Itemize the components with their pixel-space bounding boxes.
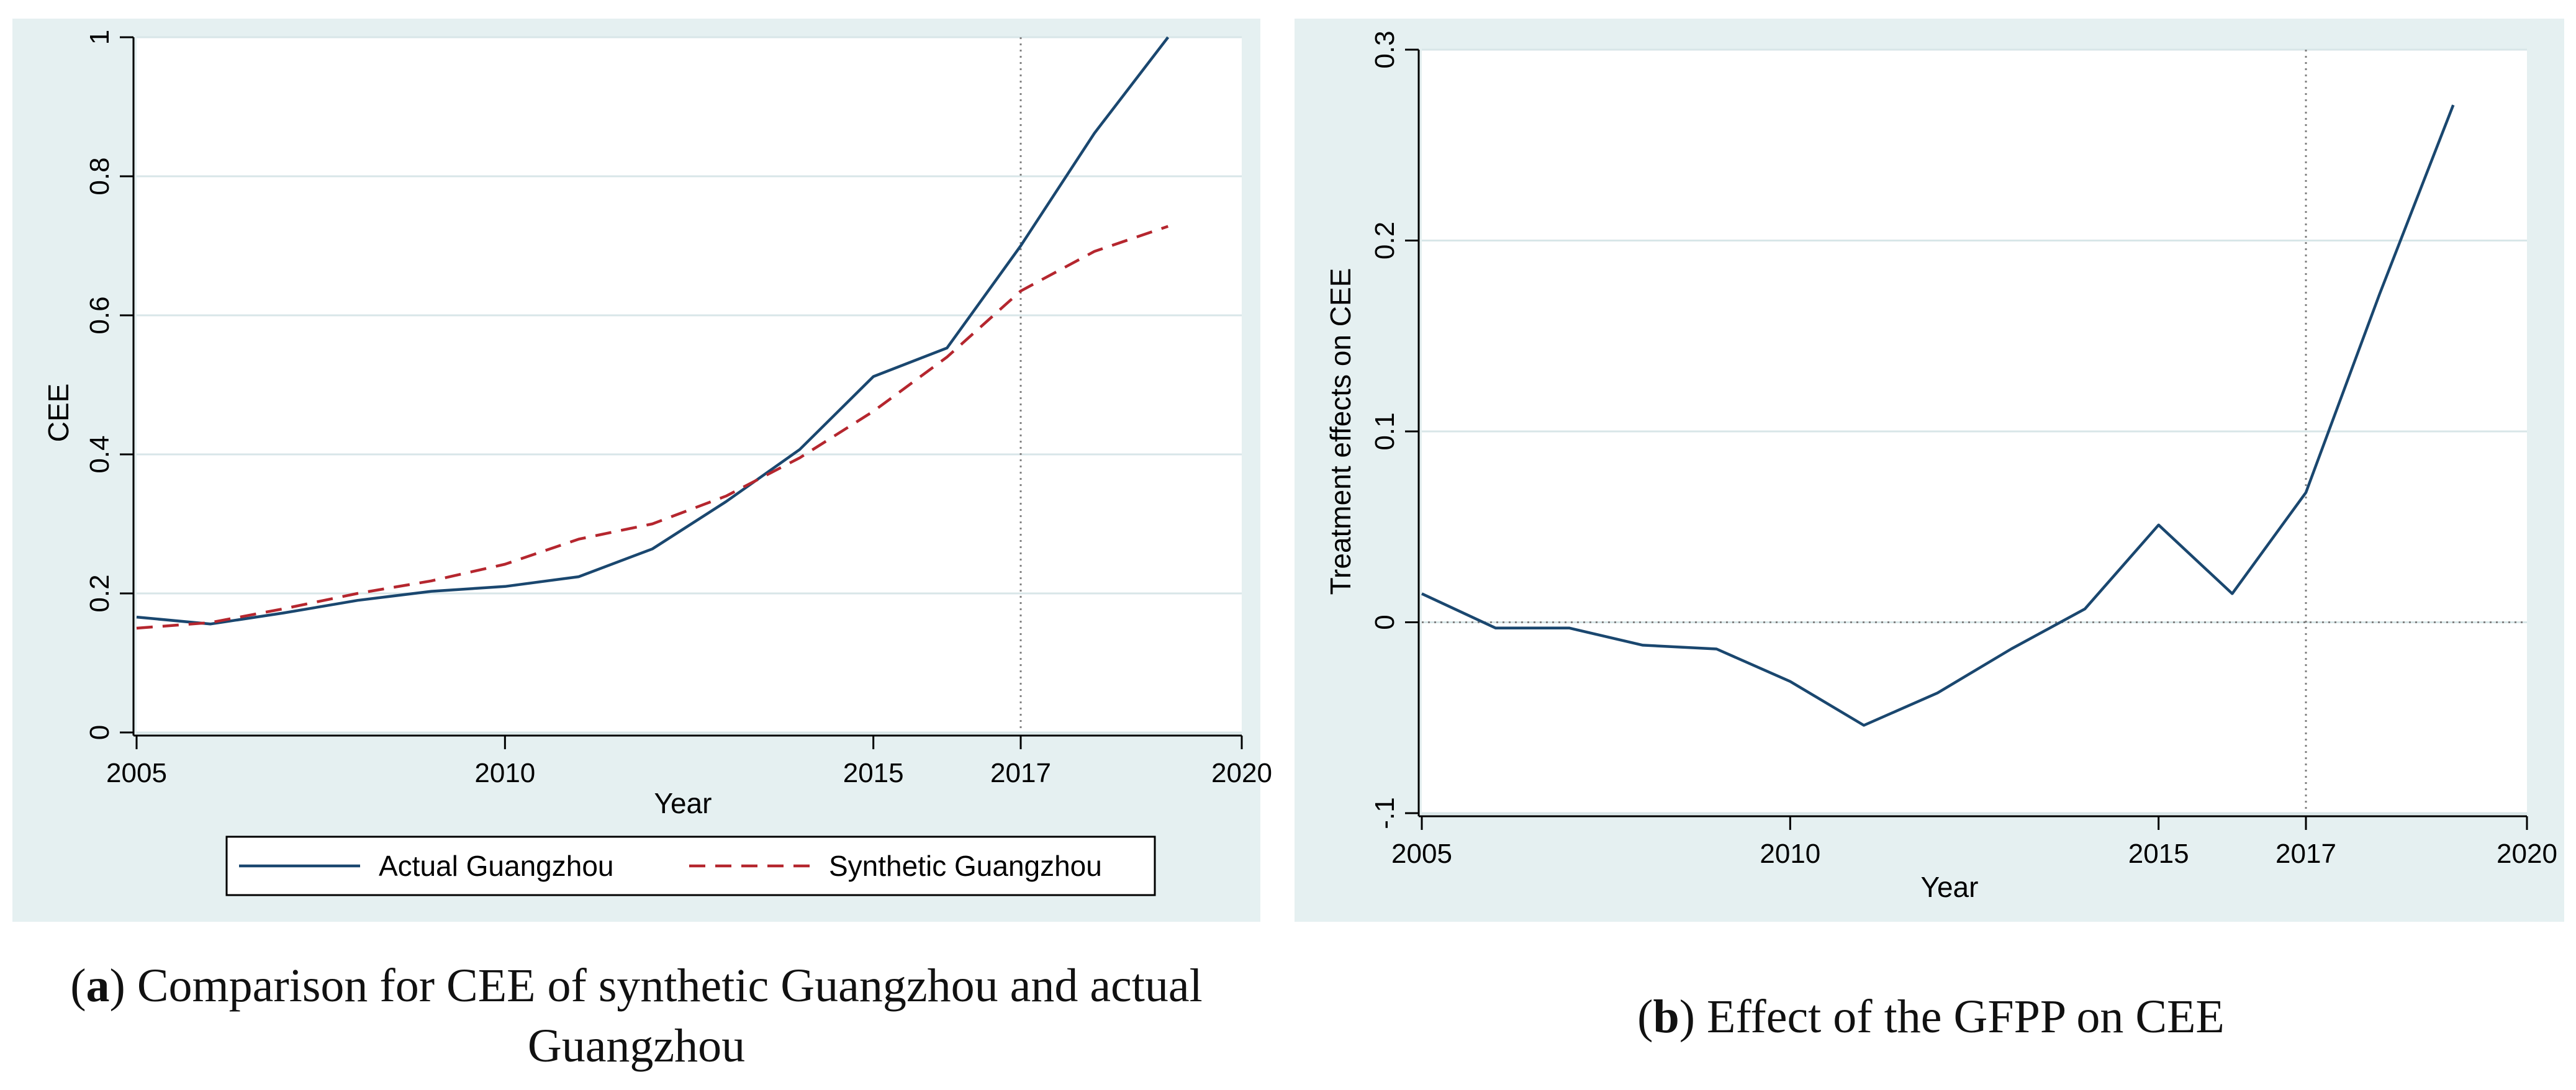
panel-a-x-tick-label-3: 2017 <box>990 758 1051 788</box>
panel-a-y-tick-label-1: 0.2 <box>84 574 115 612</box>
panel-b-series-line-0 <box>1421 104 2455 727</box>
panel-a-y-tick-label-4: 0.8 <box>84 157 115 195</box>
panel-a-y-tick-label-0: 0 <box>84 725 115 740</box>
panel-a-y-tick-label-2: 0.4 <box>84 435 115 473</box>
caption-b-letter: b <box>1653 991 1679 1043</box>
panel-b-y-tick-label-4: 0.3 <box>1370 30 1400 68</box>
panel-a-x-tick-label-2: 2015 <box>843 758 904 788</box>
panel-a-y-tick-label-5: 1 <box>84 30 115 45</box>
panel-b-x-tick-label-2: 2015 <box>2128 839 2189 869</box>
panel-b-y-axis-title: Treatment effects on CEE <box>1324 268 1357 595</box>
panel-a-x-tick-label-4: 2020 <box>1211 758 1272 788</box>
panel-a-chart: 0 0.2 0.4 0.6 0.8 1 2005 2010 2015 2017 2020 Year CE… <box>12 19 1272 922</box>
panel-a-plot-area <box>137 37 1242 732</box>
panel-a-x-tick-label-0: 2005 <box>106 758 167 788</box>
panel-b-y-tick-label-1: 0 <box>1370 615 1400 629</box>
panel-a-y-tick-label-3: 0.6 <box>84 296 115 334</box>
caption-b-text: ) Effect of the GFPP on CEE <box>1679 991 2225 1043</box>
panel-b-x-tick-label-1: 2010 <box>1760 839 1820 869</box>
caption-a-letter: a <box>86 960 110 1012</box>
panel-b-x-tick-label-4: 2020 <box>2497 839 2557 869</box>
caption-b: (b) Effect of the GFPP on CEE <box>1637 991 2225 1043</box>
panel-b-x-tick-label-0: 2005 <box>1391 839 1452 869</box>
panel-a-x-axis-title: Year <box>654 787 712 819</box>
panel-b-x-axis-title: Year <box>1921 871 1979 903</box>
panel-b-y-tick-label-2: 0.1 <box>1370 412 1400 450</box>
panel-a-series-line-1 <box>136 225 1169 630</box>
caption-a: (a) Comparison for CEE of synthetic Guan… <box>70 960 1203 1073</box>
panel-b-x-tick-label-3: 2017 <box>2275 839 2336 869</box>
panel-a-legend: Actual Guangzhou Synthetic Guangzhou <box>225 836 1156 896</box>
panel-b-y-tick-label-0: -.1 <box>1370 797 1400 829</box>
panel-a-y-axis-title: CEE <box>42 384 75 443</box>
panel-a-legend-label-0: Actual Guangzhou <box>379 850 614 882</box>
caption-a-text: ) Comparison for CEE of synthetic Guangz… <box>109 960 1203 1073</box>
panel-b-y-tick-label-3: 0.2 <box>1370 222 1400 259</box>
panel-a-series-line-0 <box>136 36 1170 626</box>
panel-a-legend-label-1: Synthetic Guangzhou <box>829 850 1102 882</box>
panel-a-x-tick-label-1: 2010 <box>474 758 535 788</box>
panel-b-chart: -.1 0 0.1 0.2 0.3 2005 2010 2015 2017 2020 Year Tre… <box>1295 19 2564 922</box>
